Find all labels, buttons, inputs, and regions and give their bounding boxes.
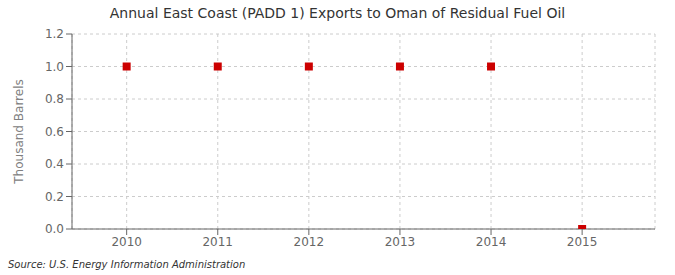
- svg-text:1.0: 1.0: [45, 60, 64, 74]
- svg-text:Thousand Barrels: Thousand Barrels: [12, 79, 26, 184]
- svg-text:2013: 2013: [385, 235, 416, 249]
- svg-text:2015: 2015: [567, 235, 598, 249]
- svg-text:2011: 2011: [202, 235, 233, 249]
- svg-text:0.2: 0.2: [45, 190, 64, 204]
- html-text:Source: U.S. Energy Informatio: Source: U.S. Energy Information Administ…: [8, 259, 246, 270]
- svg-text:0.8: 0.8: [45, 92, 64, 106]
- svg-text:2012: 2012: [294, 235, 325, 249]
- svg-text:2010: 2010: [111, 235, 142, 249]
- svg-text:0.4: 0.4: [45, 157, 64, 171]
- svg-text:0.0: 0.0: [45, 222, 64, 236]
- svg-text:0.6: 0.6: [45, 125, 64, 139]
- svg-text:2014: 2014: [476, 235, 507, 249]
- svg-text:1.2: 1.2: [45, 27, 64, 41]
- html-text:Annual East Coast (PADD 1) Exp: Annual East Coast (PADD 1) Exports to Om…: [109, 5, 566, 21]
